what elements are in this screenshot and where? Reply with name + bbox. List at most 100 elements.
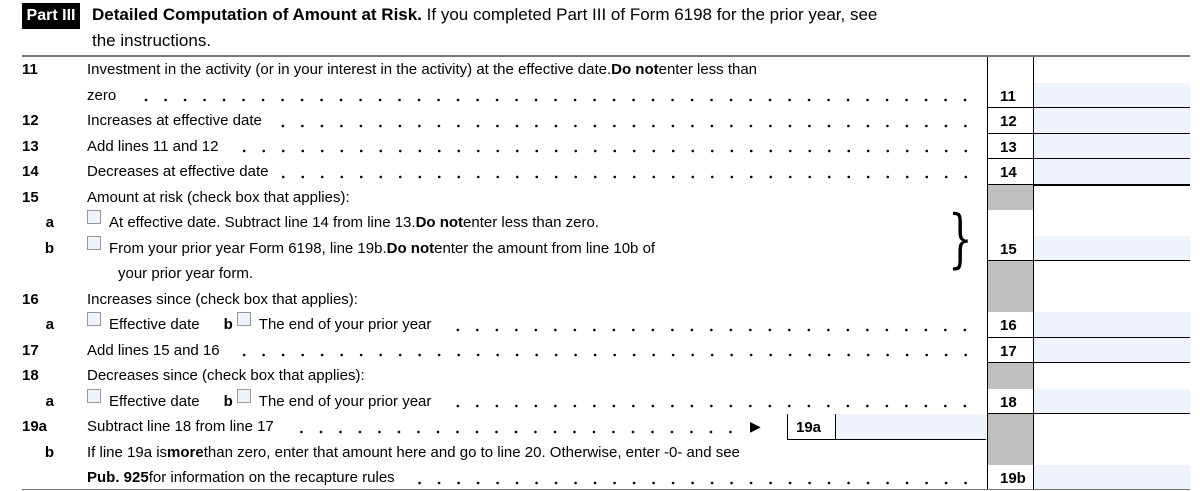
line-sub-letter: a (45, 214, 54, 231)
dot-leader (285, 414, 740, 440)
line-text: zero (87, 86, 117, 104)
line-16: 16 Increases since (check box that appli… (0, 286, 1200, 312)
dot-leader (128, 82, 975, 108)
line-sub-letter: b (223, 392, 233, 410)
line-18-amount-input[interactable] (1034, 388, 1190, 414)
line-text: your prior year form. (118, 265, 254, 282)
box-label-19a: 19a (788, 414, 836, 439)
line-sub-letter: b (44, 239, 54, 257)
part-label: Part III (22, 3, 80, 29)
dot-leader (230, 133, 975, 159)
bottom-divider (22, 489, 1190, 490)
dot-leader (406, 465, 975, 491)
bold-text: Do not (386, 239, 435, 257)
line-sub-letter: b (223, 316, 233, 333)
line-text: enter the amount from line 10b of (434, 239, 656, 257)
line-15a: a At effective date. Subtract line 14 fr… (0, 210, 1200, 236)
shaded-cell (987, 414, 1034, 440)
line-11-amount-input[interactable] (1034, 82, 1190, 108)
line-16b-checkbox[interactable] (236, 312, 251, 326)
dot-leader (231, 337, 975, 363)
option-label: Effective date (109, 392, 200, 410)
line-14: 14 Decreases at effective date 14 (0, 159, 1200, 185)
bold-text: more (167, 443, 204, 461)
line-12-amount-input[interactable] (1034, 108, 1190, 134)
line-14-amount-input[interactable] (1034, 159, 1190, 185)
box-label-15: 15 (987, 235, 1034, 261)
line-number: 14 (22, 163, 39, 180)
line-18: 18 Decreases since (check box that appli… (0, 363, 1200, 389)
bold-text: Do not (415, 214, 464, 231)
line-text: Amount at risk (check box that applies): (87, 188, 350, 206)
title-line2: the instructions. (92, 31, 212, 50)
line-19a-amount-input[interactable] (836, 414, 986, 439)
line-text: Increases since (check box that applies)… (87, 290, 358, 308)
line-19b: b If line 19a is more than zero, enter t… (0, 439, 1200, 465)
line-text: Decreases since (check box that applies)… (87, 367, 365, 384)
shaded-cell (987, 363, 1034, 389)
line-text: Investment in the activity (or in your i… (87, 61, 612, 78)
line-sub-letter: a (45, 392, 54, 410)
box-label-14: 14 (987, 159, 1034, 185)
line-number: 19a (22, 418, 48, 435)
line-16-amount-input[interactable] (1034, 312, 1190, 338)
line-18a-checkbox[interactable] (87, 388, 101, 403)
part-title: Detailed Computation of Amount at Risk. … (92, 2, 992, 54)
shaded-cell (987, 286, 1034, 312)
line-11: 11 Investment in the activity (or in you… (0, 57, 1200, 83)
line-number: 11 (22, 61, 38, 78)
line-19a-box: 19a (787, 414, 986, 440)
box-label-17: 17 (987, 337, 1034, 363)
line-13-amount-input[interactable] (1034, 133, 1190, 159)
box-label-12: 12 (987, 108, 1034, 134)
line-15-amount-input[interactable] (1034, 235, 1190, 261)
shaded-cell (987, 439, 1034, 465)
line-text: than zero, enter that amount here and go… (203, 443, 740, 461)
line-number: 12 (22, 112, 39, 129)
line-17: 17 Add lines 15 and 16 17 (0, 337, 1200, 363)
line-text: for information on the recapture rules (148, 469, 395, 486)
arrow-right-icon: ▶ (750, 418, 761, 434)
line-15b: b From your prior year Form 6198, line 1… (0, 235, 1200, 261)
line-15b-checkbox[interactable] (87, 235, 101, 250)
box-label-18: 18 (987, 388, 1034, 414)
line-17-amount-input[interactable] (1034, 337, 1190, 363)
shaded-cell (987, 261, 1034, 287)
line-15b-cont: your prior year form. (0, 261, 1200, 287)
line-18b-checkbox[interactable] (236, 388, 251, 403)
dot-leader (443, 312, 975, 338)
line-number: 13 (22, 137, 39, 155)
line-16a-checkbox[interactable] (87, 312, 101, 326)
line-15a-checkbox[interactable] (87, 210, 101, 224)
line-number: 16 (22, 290, 39, 308)
line-text: If line 19a is (87, 443, 168, 461)
line-text: From your prior year Form 6198, line 19b… (109, 239, 387, 257)
line-text: Subtract line 18 from line 17 (87, 418, 274, 435)
pub-925-link[interactable]: Pub. 925 (87, 469, 149, 486)
option-label: The end of your prior year (258, 392, 432, 410)
line-text: Decreases at effective date (87, 163, 269, 180)
title-rest: If you completed Part III of Form 6198 f… (421, 5, 878, 24)
box-label-11: 11 (987, 82, 1034, 108)
box-label-13: 13 (987, 133, 1034, 159)
line-16a: a Effective date b The end of your prior y… (0, 312, 1200, 338)
line-sub-letter: a (45, 316, 54, 333)
line-text: Increases at effective date (87, 112, 262, 129)
dot-leader (273, 108, 975, 134)
dot-leader (443, 388, 975, 414)
brace-icon: } (948, 202, 973, 276)
line-19b-amount-input[interactable] (1034, 465, 1190, 489)
line-number: 18 (22, 367, 39, 384)
line-text: At effective date. Subtract line 14 from… (109, 214, 416, 231)
line-15: 15 Amount at risk (check box that applie… (0, 184, 1200, 210)
shaded-cell (987, 184, 1034, 210)
line-11-cont: zero 11 (0, 82, 1200, 108)
line-13: 13 Add lines 11 and 12 13 (0, 133, 1200, 159)
dot-leader (280, 159, 975, 185)
line-number: 15 (22, 188, 39, 206)
line-text: Add lines 11 and 12 (87, 137, 219, 155)
line-text: enter less than (658, 61, 758, 78)
box-label-19b: 19b (987, 465, 1034, 489)
line-12: 12 Increases at effective date 12 (0, 108, 1200, 134)
